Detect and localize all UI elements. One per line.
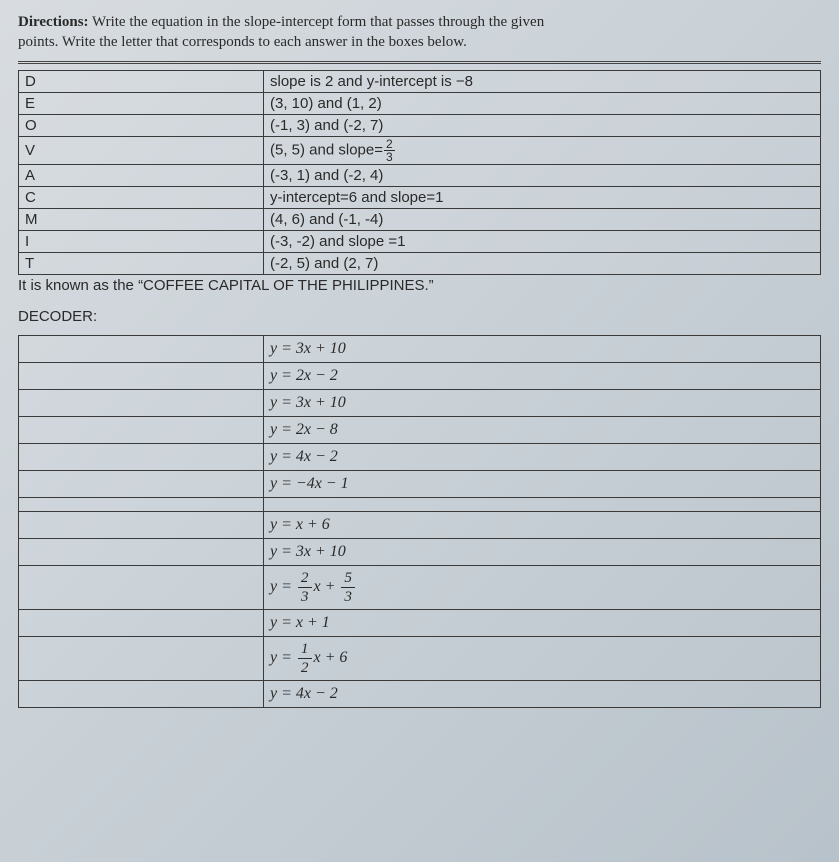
clue-desc: slope is 2 and y-intercept is −8 bbox=[264, 70, 821, 92]
clue-letter: I bbox=[19, 230, 264, 252]
decoder-equation: y = 23x + 53 bbox=[264, 565, 821, 609]
decoder-answer-cell bbox=[19, 538, 264, 565]
clue-desc: (4, 6) and (-1, -4) bbox=[264, 208, 821, 230]
decoder-equation: y = 4x − 2 bbox=[264, 443, 821, 470]
clue-desc: (-2, 5) and (2, 7) bbox=[264, 252, 821, 274]
table-row: y = 23x + 53 bbox=[19, 565, 821, 609]
decoder-answer-cell bbox=[19, 416, 264, 443]
table-row: A(-3, 1) and (-2, 4) bbox=[19, 164, 821, 186]
decoder-table: y = 3x + 10y = 2x − 2y = 3x + 10y = 2x −… bbox=[18, 335, 821, 708]
decoder-label: DECODER: bbox=[18, 308, 821, 325]
clue-letter: C bbox=[19, 186, 264, 208]
clue-letter: M bbox=[19, 208, 264, 230]
clue-desc: (5, 5) and slope=23 bbox=[264, 136, 821, 164]
clue-letter: O bbox=[19, 114, 264, 136]
decoder-answer-cell bbox=[19, 680, 264, 707]
clue-table: Dslope is 2 and y-intercept is −8E(3, 10… bbox=[18, 70, 821, 275]
table-row: y = 2x − 2 bbox=[19, 362, 821, 389]
clue-letter: E bbox=[19, 92, 264, 114]
decoder-equation: y = x + 6 bbox=[264, 511, 821, 538]
clue-letter: D bbox=[19, 70, 264, 92]
sentence-quoted: “COFFEE CAPITAL OF THE PHILIPPINES.” bbox=[138, 277, 434, 294]
table-row: Dslope is 2 and y-intercept is −8 bbox=[19, 70, 821, 92]
divider bbox=[18, 61, 821, 64]
decoder-equation: y = 2x − 2 bbox=[264, 362, 821, 389]
riddle-sentence: It is known as the “COFFEE CAPITAL OF TH… bbox=[18, 277, 821, 294]
table-row bbox=[19, 497, 821, 511]
decoder-answer-cell bbox=[19, 511, 264, 538]
directions-block: Directions: Write the equation in the sl… bbox=[18, 12, 821, 53]
table-row: y = 3x + 10 bbox=[19, 335, 821, 362]
clue-desc: (-1, 3) and (-2, 7) bbox=[264, 114, 821, 136]
decoder-answer-cell bbox=[19, 609, 264, 636]
clue-letter: T bbox=[19, 252, 264, 274]
decoder-answer-cell bbox=[19, 362, 264, 389]
decoder-equation: y = 3x + 10 bbox=[264, 538, 821, 565]
decoder-answer-cell bbox=[19, 443, 264, 470]
decoder-equation: y = 12x + 6 bbox=[264, 636, 821, 680]
decoder-equation: y = 3x + 10 bbox=[264, 335, 821, 362]
table-row: E(3, 10) and (1, 2) bbox=[19, 92, 821, 114]
decoder-equation: y = 3x + 10 bbox=[264, 389, 821, 416]
decoder-equation bbox=[264, 497, 821, 511]
table-row: M(4, 6) and (-1, -4) bbox=[19, 208, 821, 230]
decoder-equation: y = 2x − 8 bbox=[264, 416, 821, 443]
decoder-answer-cell bbox=[19, 470, 264, 497]
table-row: O(-1, 3) and (-2, 7) bbox=[19, 114, 821, 136]
table-row: y = 2x − 8 bbox=[19, 416, 821, 443]
table-row: y = 3x + 10 bbox=[19, 389, 821, 416]
sentence-prefix: It is known as the bbox=[18, 277, 138, 294]
table-row: y = 12x + 6 bbox=[19, 636, 821, 680]
clue-desc: (3, 10) and (1, 2) bbox=[264, 92, 821, 114]
table-row: y = 3x + 10 bbox=[19, 538, 821, 565]
directions-label: Directions: bbox=[18, 14, 89, 30]
clue-desc: (-3, 1) and (-2, 4) bbox=[264, 164, 821, 186]
decoder-answer-cell bbox=[19, 565, 264, 609]
table-row: I(-3, -2) and slope =1 bbox=[19, 230, 821, 252]
decoder-equation: y = −4x − 1 bbox=[264, 470, 821, 497]
decoder-answer-cell bbox=[19, 335, 264, 362]
clue-desc: (-3, -2) and slope =1 bbox=[264, 230, 821, 252]
table-row: y = x + 6 bbox=[19, 511, 821, 538]
directions-text-2: points. Write the letter that correspond… bbox=[18, 34, 467, 50]
decoder-answer-cell bbox=[19, 389, 264, 416]
decoder-equation: y = 4x − 2 bbox=[264, 680, 821, 707]
table-row: y = 4x − 2 bbox=[19, 443, 821, 470]
clue-letter: V bbox=[19, 136, 264, 164]
table-row: T(-2, 5) and (2, 7) bbox=[19, 252, 821, 274]
table-row: y = 4x − 2 bbox=[19, 680, 821, 707]
directions-text-1: Write the equation in the slope-intercep… bbox=[89, 14, 545, 30]
decoder-equation: y = x + 1 bbox=[264, 609, 821, 636]
clue-desc: y-intercept=6 and slope=1 bbox=[264, 186, 821, 208]
table-row: y = x + 1 bbox=[19, 609, 821, 636]
table-row: V(5, 5) and slope=23 bbox=[19, 136, 821, 164]
table-row: y = −4x − 1 bbox=[19, 470, 821, 497]
decoder-answer-cell bbox=[19, 636, 264, 680]
decoder-answer-cell bbox=[19, 497, 264, 511]
clue-letter: A bbox=[19, 164, 264, 186]
table-row: Cy-intercept=6 and slope=1 bbox=[19, 186, 821, 208]
